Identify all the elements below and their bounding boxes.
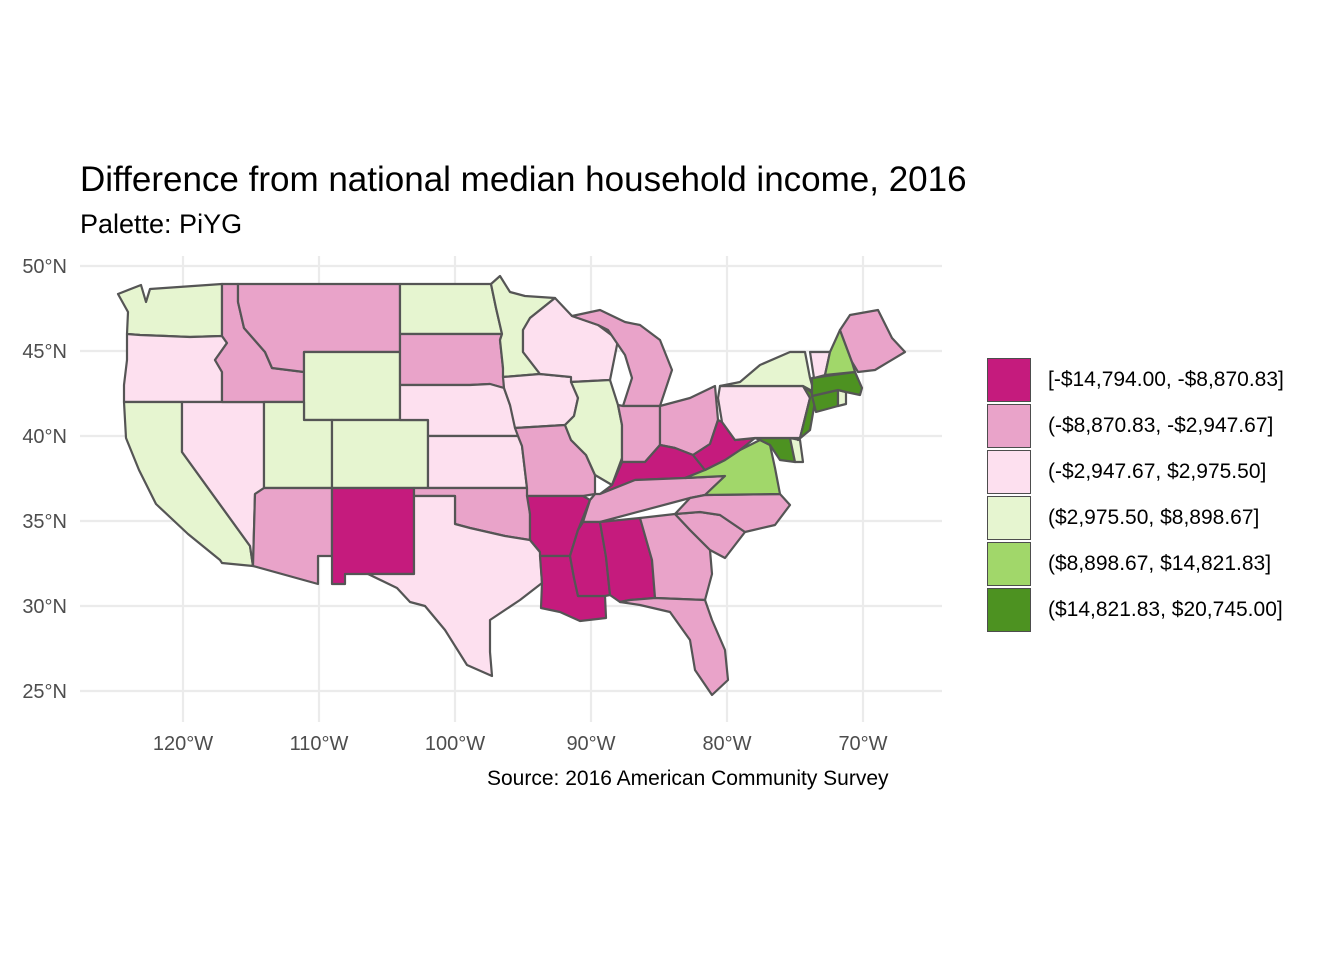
state-kansas	[426, 434, 529, 490]
state-new-york	[718, 350, 816, 394]
state-washington	[116, 282, 224, 339]
state-new-hampshire	[823, 328, 857, 377]
state-massachusetts	[810, 370, 864, 398]
state-iowa	[501, 372, 580, 430]
legend-swatch	[987, 496, 1031, 540]
legend-label: ($8,898.67, $14,821.83]	[1048, 552, 1272, 575]
lon-tick-label: 80°W	[702, 733, 751, 755]
legend-swatch	[987, 542, 1031, 586]
legend-swatch	[987, 450, 1031, 494]
map-subtitle: Palette: PiYG	[80, 209, 243, 239]
state-new-mexico	[330, 486, 416, 586]
lat-tick-label: 35°N	[22, 511, 67, 533]
states-layer	[116, 274, 907, 697]
state-south-dakota	[398, 332, 506, 390]
state-north-dakota	[398, 282, 504, 336]
lon-tick-label: 110°W	[290, 733, 349, 755]
lat-tick-label: 25°N	[22, 681, 67, 703]
state-maine	[838, 308, 907, 374]
legend-label: [-$14,794.00, -$8,870.83]	[1048, 368, 1284, 391]
map-title: Difference from national median househol…	[80, 160, 967, 199]
state-texas	[366, 494, 544, 678]
source-caption: Source: 2016 American Community Survey	[487, 767, 889, 790]
state-pennsylvania	[716, 384, 812, 442]
state-arizona	[251, 486, 334, 586]
legend-label: ($2,975.50, $8,898.67]	[1048, 506, 1260, 529]
lon-tick-label: 70°W	[838, 733, 887, 755]
lat-tick-label: 45°N	[22, 341, 67, 363]
legend-label: (-$2,947.67, $2,975.50]	[1048, 460, 1267, 483]
legend-swatch	[987, 588, 1031, 632]
lat-tick-label: 40°N	[22, 426, 67, 448]
lon-tick-label: 100°W	[425, 733, 485, 755]
lon-tick-label: 120°W	[153, 733, 213, 755]
lon-tick-label: 90°W	[566, 733, 615, 755]
legend-label: ($14,821.83, $20,745.00]	[1048, 598, 1283, 621]
state-colorado	[330, 418, 430, 490]
state-wyoming	[302, 350, 402, 422]
axis-labels: 50°N 45°N 40°N 35°N 30°N 25°N 120°W 110°W 100°W 9…	[22, 256, 887, 755]
state-delaware	[788, 436, 805, 464]
state-florida	[618, 596, 730, 697]
legend-swatch	[987, 358, 1031, 402]
lat-tick-label: 30°N	[22, 596, 67, 618]
state-oregon	[122, 332, 229, 404]
lat-tick-label: 50°N	[22, 256, 67, 278]
legend-label: (-$8,870.83, -$2,947.67]	[1048, 414, 1274, 437]
legend-swatch	[987, 404, 1031, 448]
